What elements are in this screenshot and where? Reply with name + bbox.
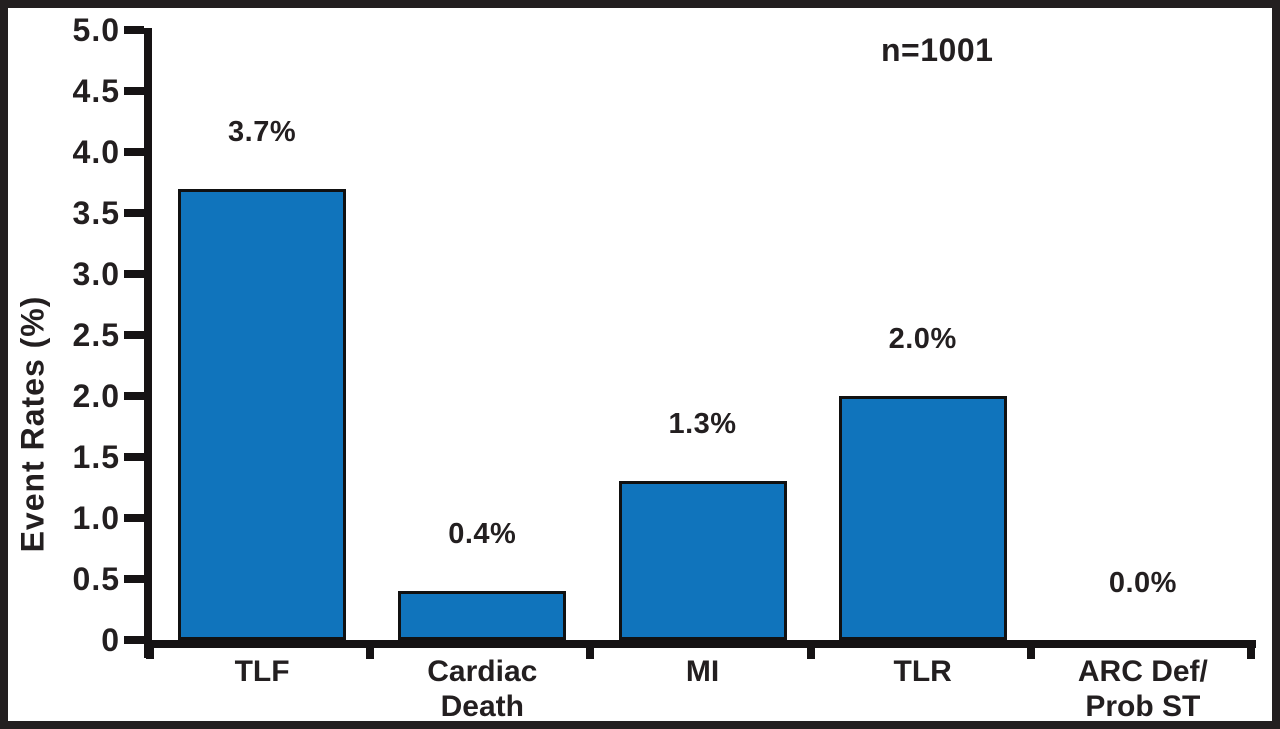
- x-tick-3: [806, 648, 815, 659]
- y-tick-0.5: [124, 575, 144, 583]
- y-tick-label-5.0: 5.0: [72, 12, 120, 48]
- bar-cardiac-death: [398, 591, 567, 640]
- x-category-label-arc-def-prob-st: ARC Def/ Prob ST: [1077, 655, 1208, 723]
- y-tick-2.0: [124, 392, 144, 400]
- x-category-label-mi: MI: [685, 655, 720, 688]
- bar-tlf: [178, 188, 347, 640]
- y-tick-4.0: [124, 148, 144, 156]
- x-tick-5: [1247, 648, 1255, 659]
- bar-mi: [618, 481, 787, 640]
- y-tick-label-3.0: 3.0: [72, 256, 120, 292]
- value-label-tlr: 2.0%: [888, 323, 957, 355]
- y-tick-label-3.5: 3.5: [72, 195, 120, 231]
- value-label-mi: 1.3%: [668, 408, 737, 441]
- y-tick-label-2.5: 2.5: [72, 317, 120, 353]
- x-category-label-tlr: TLR: [893, 655, 952, 688]
- sample-size-annotation: n=1001: [881, 32, 994, 68]
- y-tick-4.5: [124, 87, 144, 95]
- bar-tlr: [838, 396, 1007, 640]
- y-tick-label-0: 0: [101, 622, 120, 658]
- y-tick-label-0.5: 0.5: [72, 561, 120, 597]
- plot-area: Event Rates (%) n=1001 5.0 4.5 4.0 3.5 3.0 2.…: [8, 8, 1272, 721]
- x-tick-0: [146, 648, 154, 659]
- y-tick-5.0: [124, 26, 144, 34]
- x-category-label-tlf: TLF: [234, 655, 290, 688]
- y-tick-label-4.0: 4.0: [72, 134, 120, 170]
- y-tick-label-2.0: 2.0: [72, 378, 120, 414]
- y-tick-0: [124, 636, 144, 644]
- y-tick-3.0: [124, 270, 144, 278]
- x-category-label-cardiac-death: Cardiac Death: [427, 655, 538, 723]
- y-tick-1.5: [124, 453, 144, 461]
- y-tick-2.5: [124, 331, 144, 339]
- value-label-tlf: 3.7%: [228, 115, 297, 148]
- value-label-arc-def-prob-st: 0.0%: [1108, 567, 1177, 599]
- y-tick-label-1.0: 1.0: [72, 500, 120, 536]
- x-axis-line: [144, 640, 1256, 648]
- value-label-cardiac-death: 0.4%: [448, 518, 517, 551]
- x-tick-4: [1026, 648, 1035, 659]
- x-tick-1: [366, 648, 375, 659]
- y-tick-label-1.5: 1.5: [72, 439, 120, 475]
- y-tick-1.0: [124, 514, 144, 522]
- y-tick-3.5: [124, 209, 144, 217]
- y-tick-label-4.5: 4.5: [72, 73, 120, 109]
- y-axis-line: [144, 28, 152, 658]
- x-tick-2: [586, 648, 595, 659]
